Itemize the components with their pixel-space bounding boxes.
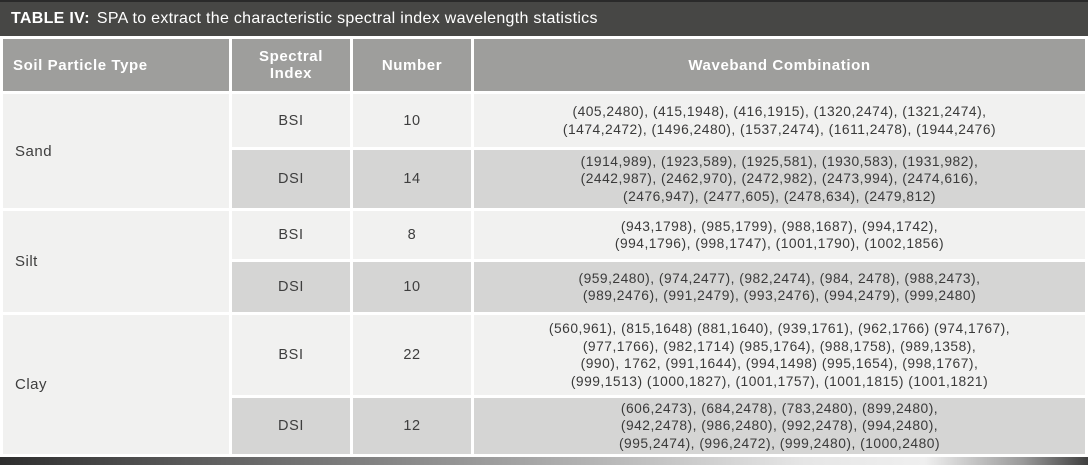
- waveband-combination-cell: (943,1798), (985,1799), (988,1687), (994…: [474, 211, 1085, 259]
- waveband-combination-cell: (1914,989), (1923,589), (1925,581), (193…: [474, 150, 1085, 208]
- column-header-soil-particle-type: Soil Particle Type: [3, 39, 229, 91]
- spectral-index-cell: DSI: [232, 262, 350, 312]
- table-title-label: TABLE IV:: [11, 10, 90, 27]
- number-cell: 12: [353, 398, 471, 454]
- number-cell: 22: [353, 315, 471, 395]
- number-cell: 10: [353, 94, 471, 147]
- column-header-spectral-index: Spectral Index: [232, 39, 350, 91]
- waveband-combination-cell: (606,2473), (684,2478), (783,2480), (899…: [474, 398, 1085, 454]
- soil-type-cell-clay: Clay: [3, 315, 229, 454]
- header-row: Soil Particle Type Spectral Index Number…: [3, 39, 1085, 91]
- spa-statistics-table: Soil Particle Type Spectral Index Number…: [0, 36, 1088, 457]
- table-row-clay-bsi: Clay BSI 22 (560,961), (815,1648) (881,1…: [3, 315, 1085, 454]
- bottom-shaded-rule: [0, 457, 1088, 465]
- spectral-index-cell: BSI: [232, 315, 350, 395]
- soil-type-cell-silt: Silt: [3, 211, 229, 312]
- spectral-index-cell: BSI: [232, 211, 350, 259]
- column-header-number: Number: [353, 39, 471, 91]
- table-row-sand-bsi: Sand BSI 10 (405,2480), (415,1948), (416…: [3, 94, 1085, 208]
- waveband-combination-cell: (405,2480), (415,1948), (416,1915), (132…: [474, 94, 1085, 147]
- table-row-silt-bsi: Silt BSI 8 (943,1798), (985,1799), (988,…: [3, 211, 1085, 312]
- number-cell: 10: [353, 262, 471, 312]
- table-row-clay-dsi: DSI 12 (606,2473), (684,2478), (783,2480…: [3, 398, 1085, 454]
- waveband-combination-cell: (959,2480), (974,2477), (982,2474), (984…: [474, 262, 1085, 312]
- number-cell: 8: [353, 211, 471, 259]
- spectral-index-cell: DSI: [232, 398, 350, 454]
- number-cell: 14: [353, 150, 471, 208]
- spectral-index-cell: BSI: [232, 94, 350, 147]
- soil-type-cell-sand: Sand: [3, 94, 229, 208]
- table-title-text: SPA to extract the characteristic spectr…: [96, 10, 598, 27]
- table-row-silt-dsi: DSI 10 (959,2480), (974,2477), (982,2474…: [3, 262, 1085, 312]
- table-title-bar: TABLE IV: SPA to extract the characteris…: [0, 0, 1088, 36]
- table-row-sand-dsi: DSI 14 (1914,989), (1923,589), (1925,581…: [3, 150, 1085, 208]
- spectral-index-cell: DSI: [232, 150, 350, 208]
- column-header-waveband-combination: Waveband Combination: [474, 39, 1085, 91]
- waveband-combination-cell: (560,961), (815,1648) (881,1640), (939,1…: [474, 315, 1085, 395]
